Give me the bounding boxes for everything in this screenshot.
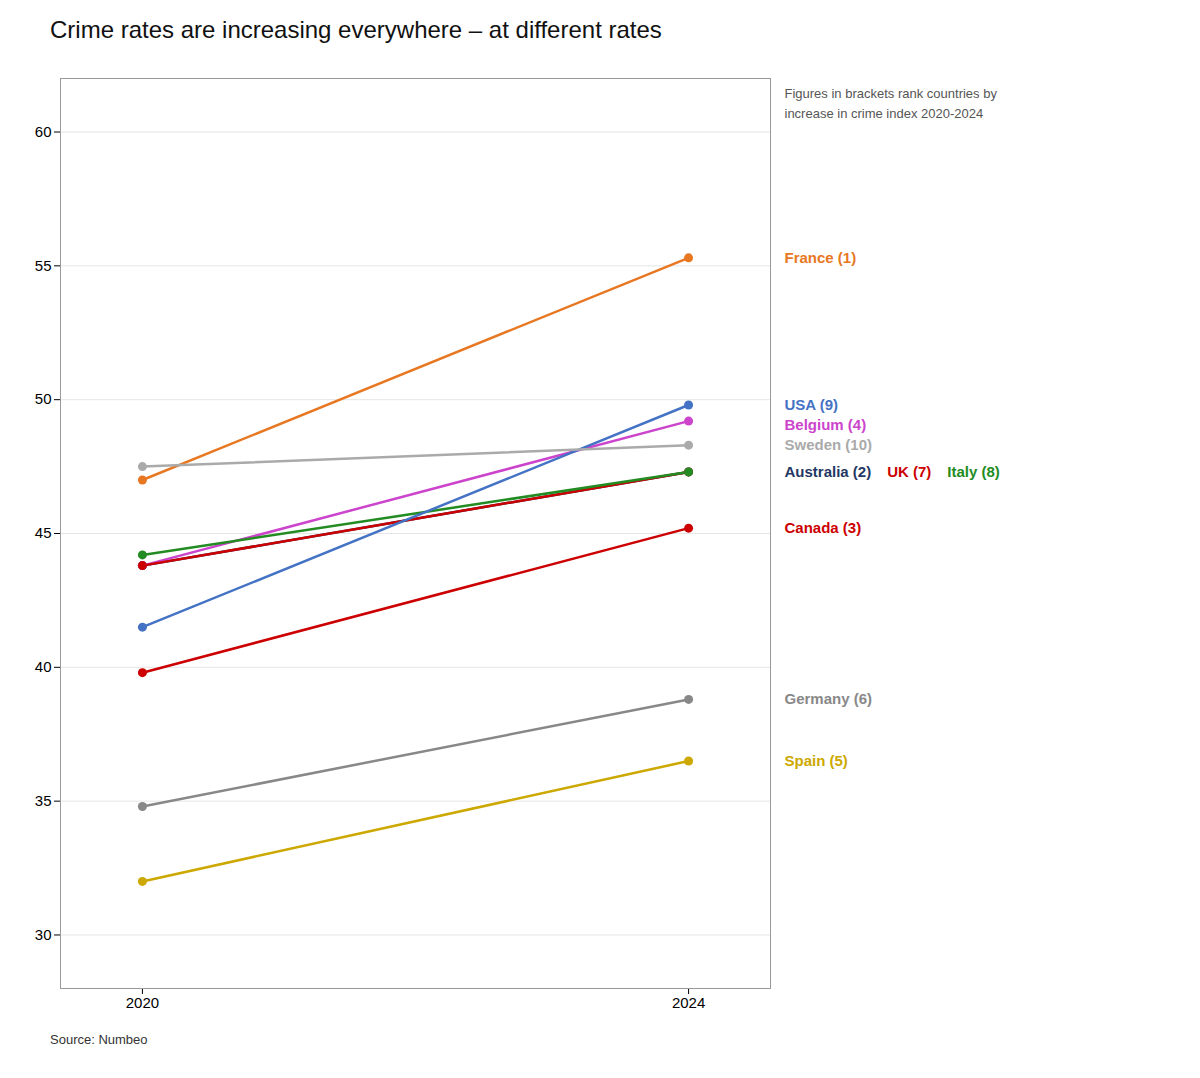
html-text:Crime rates are increasing eve: Crime rates are increasing everywhere – … [50,16,662,43]
svg-text:Italy (8): Italy (8) [947,463,1000,480]
svg-text:2024: 2024 [672,994,705,1011]
svg-text:40: 40 [35,658,52,675]
svg-text:2020: 2020 [126,994,159,1011]
svg-text:Figures in brackets rank count: Figures in brackets rank countries byinc… [785,86,998,121]
svg-text:45: 45 [35,524,52,541]
svg-text:Canada (3): Canada (3) [785,519,862,536]
svg-text:USA (9): USA (9) [785,396,839,413]
html-text:Source: Numbeo: Source: Numbeo [50,1032,148,1047]
svg-text:50: 50 [35,390,52,407]
svg-text:Australia (2): Australia (2) [785,463,872,480]
svg-text:60: 60 [35,123,52,140]
svg-text:Belgium (4): Belgium (4) [785,416,867,433]
svg-text:France (1): France (1) [785,249,857,266]
svg-text:Spain (5): Spain (5) [785,752,848,769]
svg-text:Sweden (10): Sweden (10) [785,436,873,453]
svg-text:30: 30 [35,926,52,943]
svg-text:UK (7): UK (7) [887,463,931,480]
svg-text:55: 55 [35,257,52,274]
svg-text:Germany (6): Germany (6) [785,690,873,707]
svg-text:35: 35 [35,792,52,809]
